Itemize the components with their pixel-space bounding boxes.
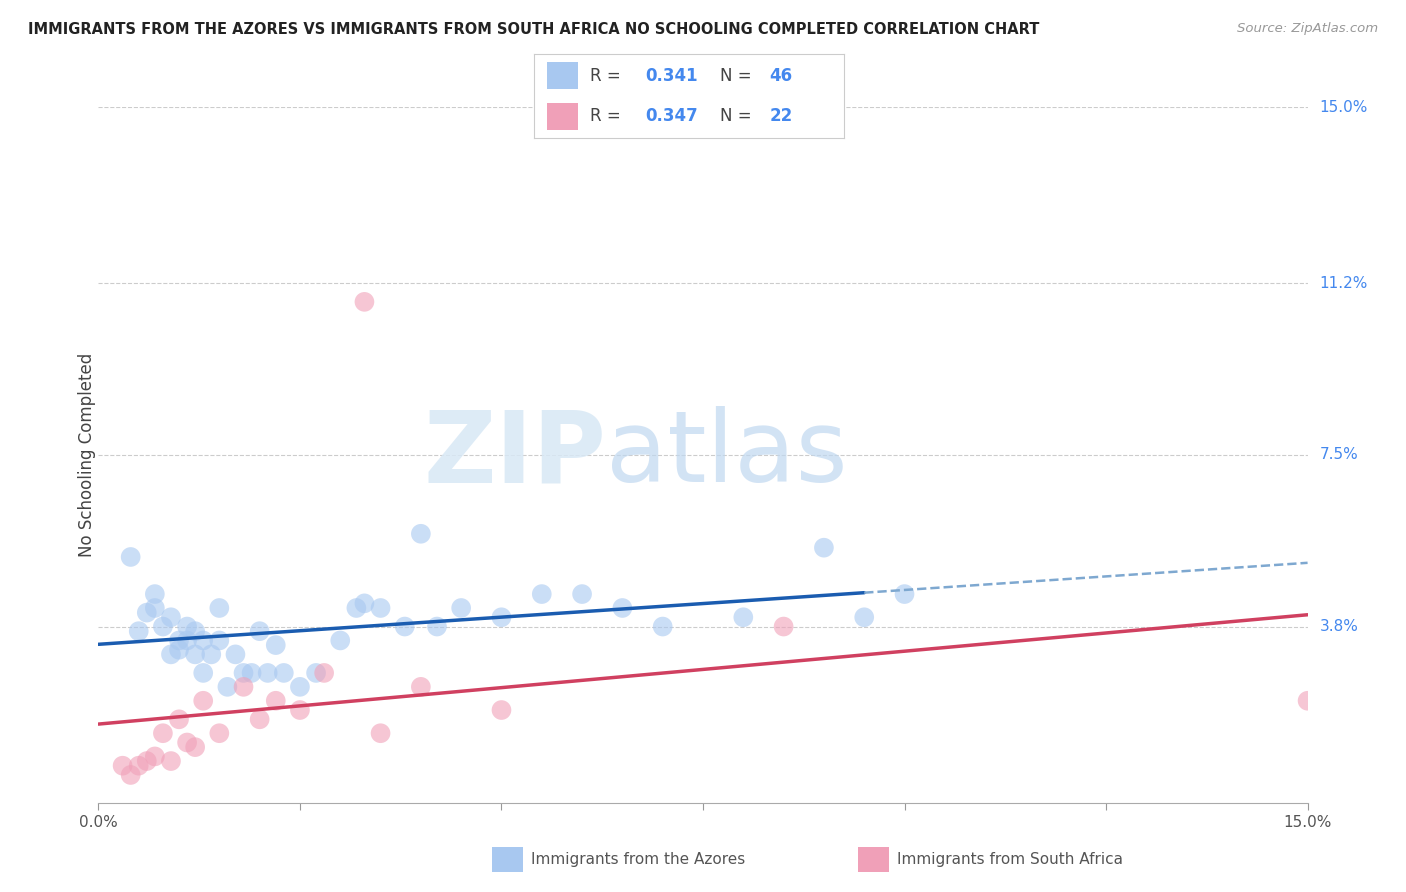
- Point: [256, 665, 278, 680]
- Point: [370, 601, 392, 615]
- Point: [208, 726, 231, 740]
- Point: [184, 624, 207, 639]
- Text: R =: R =: [591, 107, 626, 125]
- Y-axis label: No Schooling Completed: No Schooling Completed: [79, 353, 96, 557]
- Point: [217, 680, 239, 694]
- Point: [733, 610, 755, 624]
- Text: 15.0%: 15.0%: [1320, 100, 1368, 114]
- Point: [491, 610, 513, 624]
- Text: atlas: atlas: [606, 407, 848, 503]
- Point: [120, 768, 142, 782]
- Point: [305, 665, 328, 680]
- Text: 46: 46: [769, 67, 793, 85]
- Point: [651, 619, 673, 633]
- Text: ZIP: ZIP: [423, 407, 606, 503]
- Point: [409, 526, 432, 541]
- Point: [264, 638, 287, 652]
- Text: 11.2%: 11.2%: [1320, 276, 1368, 291]
- Point: [353, 596, 375, 610]
- Point: [160, 648, 183, 662]
- Point: [853, 610, 876, 624]
- Point: [772, 619, 794, 633]
- Point: [120, 549, 142, 564]
- Point: [288, 703, 311, 717]
- Point: [344, 601, 367, 615]
- Point: [264, 694, 287, 708]
- Text: Source: ZipAtlas.com: Source: ZipAtlas.com: [1237, 22, 1378, 36]
- Point: [1296, 694, 1319, 708]
- Point: [176, 633, 198, 648]
- Point: [450, 601, 472, 615]
- Point: [176, 735, 198, 749]
- Point: [193, 665, 215, 680]
- Point: [176, 619, 198, 633]
- Point: [167, 642, 190, 657]
- Text: N =: N =: [720, 107, 756, 125]
- Point: [143, 749, 166, 764]
- Point: [571, 587, 593, 601]
- Point: [128, 758, 150, 772]
- Point: [893, 587, 915, 601]
- Text: 22: 22: [769, 107, 793, 125]
- Point: [167, 712, 190, 726]
- Point: [249, 712, 271, 726]
- Point: [240, 665, 263, 680]
- Point: [426, 619, 449, 633]
- Point: [491, 703, 513, 717]
- Point: [208, 633, 231, 648]
- Point: [813, 541, 835, 555]
- Point: [135, 606, 157, 620]
- Point: [152, 726, 174, 740]
- Point: [200, 648, 222, 662]
- Point: [612, 601, 634, 615]
- Point: [208, 601, 231, 615]
- Text: R =: R =: [591, 67, 626, 85]
- Point: [135, 754, 157, 768]
- Point: [329, 633, 352, 648]
- Text: 0.347: 0.347: [645, 107, 699, 125]
- Point: [370, 726, 392, 740]
- Point: [184, 648, 207, 662]
- Point: [409, 680, 432, 694]
- Point: [314, 665, 336, 680]
- Text: Immigrants from South Africa: Immigrants from South Africa: [897, 853, 1123, 867]
- Point: [273, 665, 295, 680]
- Point: [128, 624, 150, 639]
- Text: 3.8%: 3.8%: [1320, 619, 1358, 634]
- Text: 0.341: 0.341: [645, 67, 699, 85]
- Text: Immigrants from the Azores: Immigrants from the Azores: [531, 853, 745, 867]
- Point: [160, 610, 183, 624]
- Text: 7.5%: 7.5%: [1320, 448, 1358, 462]
- Point: [232, 680, 254, 694]
- Point: [288, 680, 311, 694]
- Point: [232, 665, 254, 680]
- Point: [224, 648, 246, 662]
- Point: [184, 740, 207, 755]
- Point: [111, 758, 134, 772]
- Point: [394, 619, 416, 633]
- Point: [152, 619, 174, 633]
- Text: N =: N =: [720, 67, 756, 85]
- Point: [249, 624, 271, 639]
- Point: [160, 754, 183, 768]
- Point: [353, 294, 375, 309]
- Bar: [547, 62, 578, 89]
- Text: IMMIGRANTS FROM THE AZORES VS IMMIGRANTS FROM SOUTH AFRICA NO SCHOOLING COMPLETE: IMMIGRANTS FROM THE AZORES VS IMMIGRANTS…: [28, 22, 1039, 37]
- Point: [193, 633, 215, 648]
- Point: [193, 694, 215, 708]
- Point: [167, 633, 190, 648]
- Bar: [547, 103, 578, 130]
- Point: [143, 587, 166, 601]
- Point: [530, 587, 553, 601]
- Point: [143, 601, 166, 615]
